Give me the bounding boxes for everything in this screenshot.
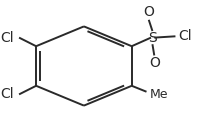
Text: O: O: [149, 56, 160, 70]
Text: S: S: [148, 31, 157, 45]
Text: Cl: Cl: [0, 87, 13, 101]
Text: O: O: [143, 5, 154, 19]
Text: Cl: Cl: [0, 31, 13, 45]
Text: Me: Me: [150, 88, 169, 101]
Text: Cl: Cl: [178, 29, 192, 43]
